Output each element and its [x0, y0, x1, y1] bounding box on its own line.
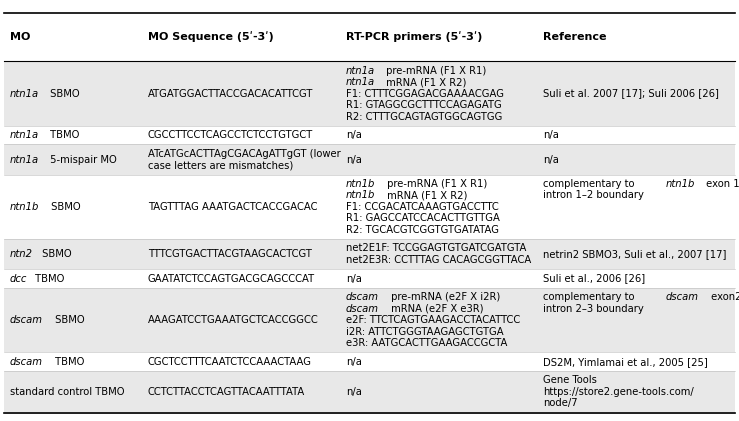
Text: n/a: n/a [346, 387, 361, 397]
Bar [4, 13, 735, 61]
Text: complementary to: complementary to [543, 292, 638, 302]
Text: node/7: node/7 [543, 398, 578, 408]
Text: F1: CCGACATCAAAGTGACCTTC: F1: CCGACATCAAAGTGACCTTC [346, 202, 499, 212]
Text: ntn1a: ntn1a [10, 130, 38, 140]
Text: SBMO: SBMO [52, 315, 85, 325]
Text: RT-PCR primers (5ʹ-3ʹ): RT-PCR primers (5ʹ-3ʹ) [346, 32, 483, 43]
Text: AAAGATCCTGAAATGCTCACCGGCC: AAAGATCCTGAAATGCTCACCGGCC [148, 315, 319, 325]
Text: case letters are mismatches): case letters are mismatches) [148, 160, 293, 170]
Text: Gene Tools: Gene Tools [543, 375, 597, 385]
Text: MO: MO [10, 32, 30, 42]
Text: n/a: n/a [543, 130, 559, 140]
Text: n/a: n/a [543, 155, 559, 165]
Text: n/a: n/a [346, 155, 361, 165]
Text: net2E1F: TCCGGAGTGTGATCGATGTA: net2E1F: TCCGGAGTGTGATCGATGTA [346, 243, 526, 253]
Text: standard control TBMO: standard control TBMO [10, 387, 124, 397]
Text: ntn1a: ntn1a [346, 66, 375, 76]
Text: ntn1a: ntn1a [346, 77, 375, 87]
Text: mRNA (F1 X R2): mRNA (F1 X R2) [384, 77, 467, 87]
Text: TTTCGTGACTTACGTAAGCACTCGT: TTTCGTGACTTACGTAAGCACTCGT [148, 249, 312, 259]
Text: GAATATCTCCAGTGACGCAGCCCAT: GAATATCTCCAGTGACGCAGCCCAT [148, 274, 315, 283]
Bar [4, 371, 735, 413]
Text: MO Sequence (5ʹ-3ʹ): MO Sequence (5ʹ-3ʹ) [148, 32, 273, 43]
Text: e2F: TTCTCAGTGAAGACCTACATTCC: e2F: TTCTCAGTGAAGACCTACATTCC [346, 315, 520, 325]
Text: R1: GAGCCATCCACACTTGTTGA: R1: GAGCCATCCACACTTGTTGA [346, 213, 500, 224]
Text: DS2M, Yimlamai et al., 2005 [25]: DS2M, Yimlamai et al., 2005 [25] [543, 357, 708, 367]
Text: dscam: dscam [346, 292, 379, 302]
Text: SBMO: SBMO [47, 88, 80, 99]
Text: ntn1a: ntn1a [10, 155, 38, 165]
Text: net2E3R: CCTTTAG CACAGCGGTTACA: net2E3R: CCTTTAG CACAGCGGTTACA [346, 255, 531, 265]
Text: intron 1–2 boundary: intron 1–2 boundary [543, 190, 644, 200]
Text: ATGATGGACTTACCGACACATTCGT: ATGATGGACTTACCGACACATTCGT [148, 88, 313, 99]
Text: n/a: n/a [346, 274, 361, 283]
Bar [4, 144, 735, 175]
Text: complementary to: complementary to [543, 179, 638, 189]
Text: e3R: AATGCACTTGAAGACCGCTA: e3R: AATGCACTTGAAGACCGCTA [346, 338, 507, 348]
Bar [4, 175, 735, 239]
Text: ntn1a: ntn1a [10, 88, 38, 99]
Text: exon 1/: exon 1/ [704, 179, 739, 189]
Text: dscam: dscam [665, 292, 698, 302]
Text: dscam: dscam [346, 304, 379, 314]
Text: TAGTTTAG AAATGACTCACCGACAC: TAGTTTAG AAATGACTCACCGACAC [148, 202, 317, 212]
Text: CCTCTTACCTCAGTTACAATTTATA: CCTCTTACCTCAGTTACAATTTATA [148, 387, 305, 397]
Text: exon2/: exon2/ [708, 292, 739, 302]
Text: Suli et al., 2006 [26]: Suli et al., 2006 [26] [543, 274, 645, 283]
Text: dscam: dscam [10, 315, 43, 325]
Text: mRNA (e2F X e3R): mRNA (e2F X e3R) [389, 304, 484, 314]
Bar [4, 239, 735, 269]
Text: CGCCTTCCTCAGCCTCTCCTGTGCT: CGCCTTCCTCAGCCTCTCCTGTGCT [148, 130, 313, 140]
Text: pre-mRNA (F1 X R1): pre-mRNA (F1 X R1) [384, 179, 487, 189]
Text: F1: CTTTCGGAGACGAAAACGAG: F1: CTTTCGGAGACGAAAACGAG [346, 88, 504, 99]
Text: R1: GTAGGCGCTTTCCAGAGATG: R1: GTAGGCGCTTTCCAGAGATG [346, 100, 502, 110]
Text: TBMO: TBMO [32, 274, 64, 283]
Text: R2: CTTTGCAGTAGTGGCAGTGG: R2: CTTTGCAGTAGTGGCAGTGG [346, 112, 503, 122]
Text: R2: TGCACGTCGGTGTGATATAG: R2: TGCACGTCGGTGTGATATAG [346, 225, 499, 235]
Text: https://store2.gene-tools.com/: https://store2.gene-tools.com/ [543, 387, 694, 397]
Text: ntn1b: ntn1b [665, 179, 695, 189]
Text: intron 2–3 boundary: intron 2–3 boundary [543, 304, 644, 314]
Text: pre-mRNA (F1 X R1): pre-mRNA (F1 X R1) [384, 66, 487, 76]
Text: Suli et al. 2007 [17]; Suli 2006 [26]: Suli et al. 2007 [17]; Suli 2006 [26] [543, 88, 719, 99]
Bar [4, 352, 735, 371]
Text: dscam: dscam [10, 357, 43, 367]
Text: mRNA (F1 X R2): mRNA (F1 X R2) [384, 190, 467, 200]
Text: netrin2 SBMO3, Suli et al., 2007 [17]: netrin2 SBMO3, Suli et al., 2007 [17] [543, 249, 726, 259]
Bar [4, 61, 735, 126]
Text: ntn1b: ntn1b [346, 179, 375, 189]
Text: 5-mispair MO: 5-mispair MO [47, 155, 117, 165]
Text: TBMO: TBMO [52, 357, 84, 367]
Text: CGCTCCTTTCAATCTCCAAACTAAG: CGCTCCTTTCAATCTCCAAACTAAG [148, 357, 312, 367]
Text: n/a: n/a [346, 130, 361, 140]
Text: TBMO: TBMO [47, 130, 80, 140]
Text: Reference: Reference [543, 32, 607, 42]
Text: ntn1b: ntn1b [10, 202, 39, 212]
Text: ntn1b: ntn1b [346, 190, 375, 200]
Text: ntn2: ntn2 [10, 249, 33, 259]
Bar [4, 288, 735, 352]
Bar [4, 126, 735, 144]
Text: ATcATGcACTTAgCGACAgATTgGT (lower: ATcATGcACTTAgCGACAgATTgGT (lower [148, 149, 341, 159]
Text: dcc: dcc [10, 274, 27, 283]
Text: SBMO: SBMO [39, 249, 72, 259]
Text: i2R: ATTCTGGGTAAGAGCTGTGA: i2R: ATTCTGGGTAAGAGCTGTGA [346, 327, 503, 337]
Text: SBMO: SBMO [47, 202, 80, 212]
Bar [4, 269, 735, 288]
Text: pre-mRNA (e2F X i2R): pre-mRNA (e2F X i2R) [389, 292, 501, 302]
Text: n/a: n/a [346, 357, 361, 367]
